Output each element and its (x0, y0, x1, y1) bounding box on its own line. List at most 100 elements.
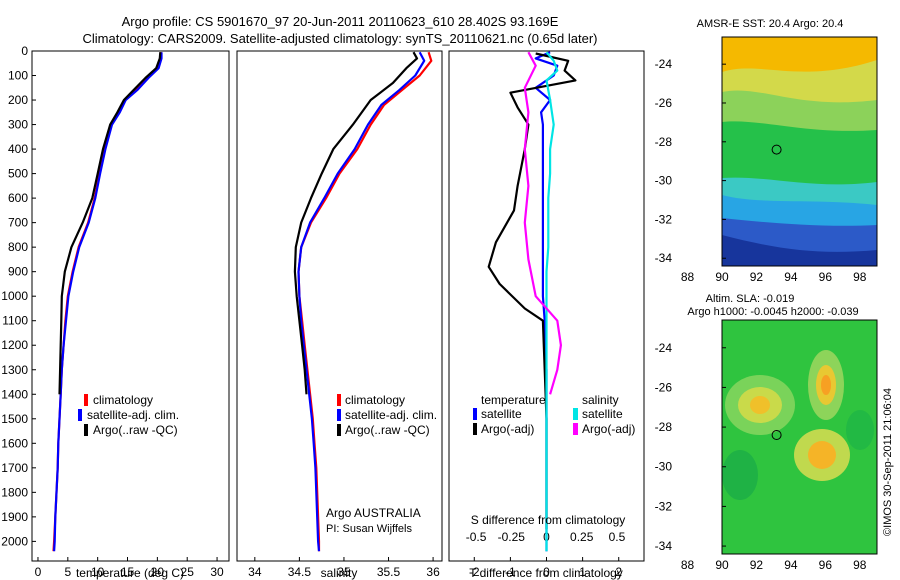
lon-tick-label: 92 (750, 558, 764, 572)
sla-map-title: Altim. SLA: -0.019 (706, 293, 795, 305)
t-tick-label: 0 (543, 565, 550, 579)
salinity-x-axis: 34 34.5 35 35.5 36 (248, 557, 440, 579)
legend-salinity-title: salinity (582, 393, 619, 407)
legend-satellite-swatch (78, 409, 82, 421)
lat-tick-label: -34 (655, 251, 673, 265)
temperature-series (52, 52, 163, 552)
lat-tick-label: -30 (655, 174, 673, 188)
legend-argo-swatch (84, 424, 88, 436)
depth-tick-label: 1500 (1, 412, 28, 426)
series-line-satellite_s (545, 51, 559, 552)
salinity-panel: 34 34.5 35 35.5 36 climatology satellite-adj… (236, 50, 443, 580)
depth-tick-label: 700 (8, 216, 28, 230)
temperature-x-axis: 0 5 10 15 20 25 30 (35, 557, 224, 579)
series-line-satellite (297, 51, 426, 552)
depth-tick-label: 800 (8, 240, 28, 254)
argo-location-marker (771, 144, 782, 155)
lat-tick-label: -34 (655, 539, 673, 553)
depth-tick-label: 200 (8, 93, 28, 107)
s-tick-label: 0.25 (570, 530, 594, 544)
depth-tick-label: 2000 (1, 534, 28, 548)
difference-legend: temperature salinity satellite Argo(-adj… (473, 393, 635, 436)
salinity-series (293, 51, 433, 552)
lon-tick-label: 98 (853, 558, 867, 572)
sla-frame (721, 319, 878, 555)
lon-tick-label: 88 (681, 558, 695, 572)
x-tick-label: 36 (426, 565, 440, 579)
lat-tick-label: -30 (655, 460, 673, 474)
header-line2: Climatology: CARS2009. Satellite-adjuste… (83, 31, 598, 46)
x-tick-label: 34.5 (288, 565, 312, 579)
series-line-satellite (53, 52, 163, 552)
legend-t-satellite-swatch (473, 408, 477, 420)
temperature-legend: climatology satellite-adj. clim. Argo(..… (78, 393, 179, 437)
sla-map-panel: Altim. SLA: -0.019 Argo h1000: -0.0045 h… (655, 293, 878, 572)
legend-t-satellite-label: satellite (481, 407, 522, 421)
lat-tick-label: -32 (655, 499, 673, 513)
temperature-panel: 0100200300400500600700800900100011001200… (1, 44, 230, 580)
salinity-xlabel: salinity (321, 566, 358, 580)
legend-satellite-label: satellite-adj. clim. (345, 408, 437, 422)
lon-tick-label: 90 (715, 270, 729, 284)
argo-annotation-line1: Argo AUSTRALIA (326, 506, 421, 520)
depth-tick-label: 1600 (1, 436, 28, 450)
argo-annotation-line2: PI: Susan Wijffels (326, 523, 412, 535)
depth-tick-label: 300 (8, 118, 28, 132)
depth-tick-label: 1800 (1, 485, 28, 499)
depth-tick-label: 500 (8, 167, 28, 181)
t-tick-label: 2 (615, 565, 622, 579)
depth-axis: 0 100 200 300 400 500 600 700 800 900 1000 1100 1200… (1, 44, 36, 548)
argo-location-marker (771, 430, 782, 440)
series-line-climatology (52, 52, 162, 552)
depth-tick-label: 900 (8, 265, 28, 279)
lon-tick-label: 94 (784, 270, 798, 284)
x-tick-label: 35 (337, 565, 351, 579)
lon-tick-label: 88 (681, 270, 695, 284)
x-tick-label: 20 (151, 565, 165, 579)
legend-climatology-swatch (84, 394, 88, 406)
salinity-frame (236, 50, 443, 562)
s-tick-label: 0.5 (609, 530, 626, 544)
legend-climatology-label: climatology (93, 393, 153, 407)
series-line-argo_s (523, 51, 563, 395)
legend-climatology-swatch (337, 394, 341, 406)
depth-tick-label: 1300 (1, 363, 28, 377)
s-tick-label: -0.25 (498, 530, 526, 544)
x-tick-label: 0 (35, 565, 42, 579)
lon-tick-label: 96 (819, 558, 833, 572)
lat-tick-label: -24 (655, 341, 673, 355)
t-tick-label: -1 (505, 565, 516, 579)
sla-map-subtitle: Argo h1000: -0.0045 h2000: -0.039 (687, 306, 858, 318)
depth-tick-label: 600 (8, 191, 28, 205)
legend-satellite-label: satellite-adj. clim. (87, 408, 179, 422)
series-line-climatology (297, 51, 433, 552)
lon-tick-label: 90 (715, 558, 729, 572)
salinity-legend: climatology satellite-adj. clim. Argo(..… (337, 393, 437, 437)
legend-argo-swatch (337, 424, 341, 436)
series-line-argo (293, 51, 419, 395)
sst-frame (721, 36, 878, 267)
sla-heatmap (722, 320, 877, 554)
lat-tick-label: -26 (655, 380, 673, 394)
x-tick-label: 34 (248, 565, 262, 579)
legend-s-argo-swatch (573, 423, 578, 435)
depth-tick-label: 1100 (2, 314, 28, 328)
depth-tick-label: 100 (8, 69, 28, 83)
lon-tick-label: 98 (853, 270, 867, 284)
sst-heatmap (722, 37, 877, 266)
legend-s-satellite-label: satellite (582, 407, 623, 421)
lon-tick-label: 92 (750, 270, 764, 284)
x-tick-label: 15 (121, 565, 135, 579)
legend-s-satellite-swatch (573, 408, 578, 420)
depth-tick-label: 1700 (1, 461, 28, 475)
difference-xlabel-salinity: S difference from climatology (471, 513, 626, 527)
sst-map-panel: AMSR-E SST: 20.4 Argo: 20.4 88 90 92 94 96 98… (655, 18, 878, 284)
x-tick-label: 30 (210, 565, 224, 579)
lat-tick-label: -24 (655, 57, 673, 71)
series-line-argo (487, 52, 577, 530)
lat-tick-label: -28 (655, 135, 673, 149)
legend-t-argo-swatch (473, 423, 477, 435)
series-line-argo (58, 52, 162, 395)
x-tick-label: 5 (64, 565, 71, 579)
legend-s-argo-label: Argo(-adj) (582, 422, 635, 436)
